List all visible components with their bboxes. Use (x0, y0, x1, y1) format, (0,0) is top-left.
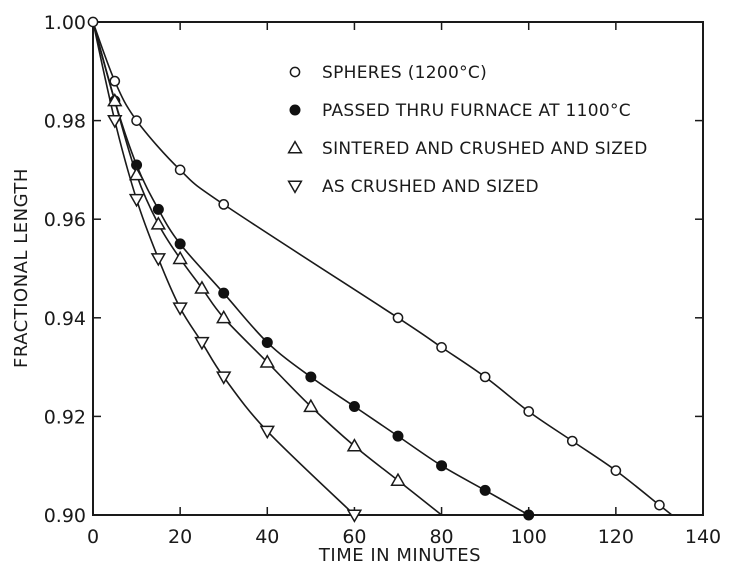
data-point-series-0 (218, 199, 230, 210)
data-point-series-0 (131, 115, 142, 126)
legend-label-3: AS CRUSHED AND SIZED (322, 177, 539, 197)
x-tick-label: 60 (342, 526, 366, 548)
data-point-series-2 (346, 438, 363, 452)
x-axis-label: TIME IN MINUTES (318, 545, 481, 566)
data-point-series-3 (107, 115, 123, 129)
data-point-series-3 (128, 193, 145, 208)
y-tick-label: 0.96 (44, 209, 86, 231)
data-point-series-2 (194, 280, 210, 294)
data-point-series-2 (259, 354, 275, 368)
data-point-series-2 (216, 309, 232, 324)
data-point-series-0 (566, 435, 578, 447)
legend-label-2: SINTERED AND CRUSHED AND SIZED (322, 139, 648, 159)
data-point-series-3 (194, 336, 210, 351)
y-axis-label: FRACTIONAL LENGTH (11, 168, 32, 368)
data-point-series-2 (390, 472, 406, 487)
data-point-series-2 (150, 216, 167, 230)
legend: SPHERES (1200°C) PASSED THRU FURNACE AT 1… (287, 63, 648, 197)
data-point-series-3 (172, 302, 188, 316)
data-point-series-1 (436, 460, 448, 472)
x-tick-label: 40 (255, 526, 279, 548)
data-point-series-2 (107, 92, 123, 107)
x-tick-label: 120 (598, 526, 634, 548)
legend-marker-3 (287, 180, 303, 194)
y-tick-label: 0.92 (44, 406, 86, 428)
data-point-series-2 (172, 250, 188, 265)
data-point-series-1 (305, 371, 317, 383)
data-point-series-1 (392, 430, 404, 442)
legend-label-0: SPHERES (1200°C) (322, 63, 487, 83)
x-tick-label: 100 (511, 526, 547, 548)
data-point-series-0 (174, 164, 186, 176)
data-point-series-1 (523, 509, 535, 521)
data-point-series-0 (109, 75, 121, 87)
data-point-series-3 (346, 509, 363, 523)
data-point-series-0 (436, 342, 447, 353)
y-tick-label: 0.94 (44, 308, 86, 330)
x-tick-label: 80 (429, 526, 453, 548)
data-point-series-2 (128, 166, 145, 181)
data-point-series-1 (348, 401, 360, 413)
data-point-series-3 (150, 253, 167, 267)
y-axis: 0.90 0.92 0.94 0.96 0.98 1.00 (44, 12, 703, 527)
data-point-series-1 (479, 484, 491, 496)
legend-marker-2 (287, 140, 303, 154)
legend-label-1: PASSED THRU FURNACE AT 1100°C (322, 101, 631, 121)
data-point-series-0 (610, 465, 622, 476)
data-point-series-2 (303, 398, 319, 413)
data-point-series-1 (261, 336, 273, 348)
plot-frame (92, 21, 704, 516)
y-tick-label: 0.90 (44, 505, 86, 527)
data-point-series-1 (152, 203, 164, 215)
data-points (87, 16, 665, 523)
data-point-series-0 (523, 406, 535, 417)
data-point-series-1 (218, 287, 230, 299)
y-tick-label: 0.98 (44, 111, 86, 133)
legend-marker-1 (289, 104, 301, 116)
data-point-series-0 (654, 499, 665, 511)
x-tick-label: 0 (87, 526, 99, 548)
y-tick-label: 1.00 (44, 12, 86, 34)
legend-marker-0 (289, 66, 301, 78)
x-tick-label: 140 (685, 526, 721, 548)
data-point-series-3 (259, 425, 275, 440)
data-point-series-1 (174, 238, 186, 250)
data-point-series-3 (216, 371, 232, 385)
data-point-series-0 (87, 16, 99, 28)
data-point-series-0 (392, 312, 404, 324)
x-tick-label: 20 (168, 526, 192, 548)
data-point-series-0 (479, 371, 491, 383)
